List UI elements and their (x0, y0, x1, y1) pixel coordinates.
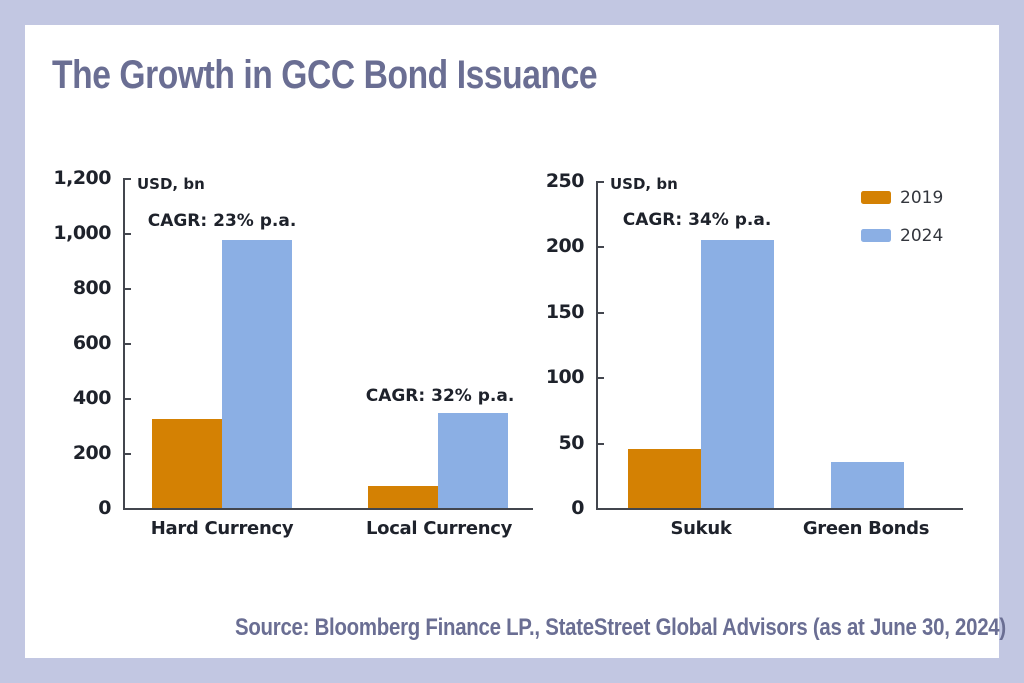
y-tick-mark (598, 246, 604, 249)
cagr-annotation-local-currency: CAGR: 32% p.a. (365, 386, 515, 406)
legend-item-2019: 2019 (861, 187, 944, 208)
page-title: The Growth in GCC Bond Issuance (52, 53, 598, 97)
x-category-label-hard-currency: Hard Currency (150, 518, 294, 539)
y-tick-mark (125, 453, 131, 455)
y-tick-label: 50 (558, 431, 585, 454)
cagr-annotation-sukuk: CAGR: 34% p.a. (622, 210, 772, 230)
bar-2024-sukuk (701, 239, 774, 508)
y-axis-unit-label: USD, bn (610, 175, 678, 193)
legend-label-2019: 2019 (900, 187, 944, 208)
y-tick-mark (598, 442, 604, 445)
y-tick-label: 800 (72, 277, 112, 299)
y-axis-line (596, 181, 598, 510)
y-tick-label: 1,200 (53, 167, 111, 189)
y-tick-mark (125, 288, 131, 290)
y-tick-label: 1,000 (53, 222, 111, 244)
bar-2024-green-bonds (831, 462, 904, 508)
bar-2019-hard-currency (152, 418, 222, 508)
chart-card: The Growth in GCC Bond Issuance USD, bn … (25, 25, 1006, 658)
currency-bar-chart: USD, bn 1,200 1,000 800 600 400 200 0 Hard Curr… (25, 25, 999, 658)
y-tick-label: 100 (545, 366, 585, 389)
cagr-annotation-hard-currency: CAGR: 23% p.a. (147, 211, 297, 231)
x-category-label-green-bonds: Green Bonds (802, 518, 930, 539)
y-tick-mark (125, 178, 131, 180)
bar-2024-local-currency (438, 413, 508, 508)
y-tick-label: 200 (545, 235, 585, 258)
x-category-label-sukuk: Sukuk (670, 518, 732, 539)
y-tick-label: 150 (545, 300, 585, 323)
source-attribution: Source: Bloomberg Finance LP., StateStre… (235, 614, 1006, 641)
instrument-bar-chart: USD, bn 250 200 150 100 50 0 Sukuk Green Bonds C… (25, 25, 999, 658)
legend-swatch-2019-icon (861, 191, 891, 204)
y-tick-mark (598, 311, 604, 314)
y-tick-mark (125, 343, 131, 345)
y-tick-label: 250 (545, 170, 585, 192)
bar-2019-sukuk (628, 449, 701, 508)
bar-2024-hard-currency (222, 239, 292, 508)
y-tick-label: 200 (72, 442, 112, 464)
y-axis-line (123, 178, 125, 510)
y-tick-mark (598, 181, 604, 183)
y-tick-label: 400 (72, 387, 112, 409)
y-tick-mark (598, 508, 604, 510)
y-tick-label: 0 (571, 497, 584, 519)
y-tick-mark (598, 377, 604, 380)
bar-2019-local-currency (368, 486, 438, 508)
legend-label-2024: 2024 (900, 225, 944, 246)
x-category-label-local-currency: Local Currency (365, 518, 513, 539)
y-tick-mark (125, 508, 131, 510)
y-tick-mark (125, 398, 131, 400)
legend: 2019 2024 (861, 187, 944, 265)
x-axis-line (123, 508, 533, 510)
y-tick-label: 600 (72, 332, 112, 354)
legend-item-2024: 2024 (861, 225, 944, 246)
legend-swatch-2024-icon (861, 229, 891, 242)
y-tick-mark (125, 233, 131, 235)
x-axis-line (596, 508, 963, 510)
y-tick-label: 0 (98, 497, 111, 519)
y-axis-unit-label: USD, bn (137, 175, 205, 193)
